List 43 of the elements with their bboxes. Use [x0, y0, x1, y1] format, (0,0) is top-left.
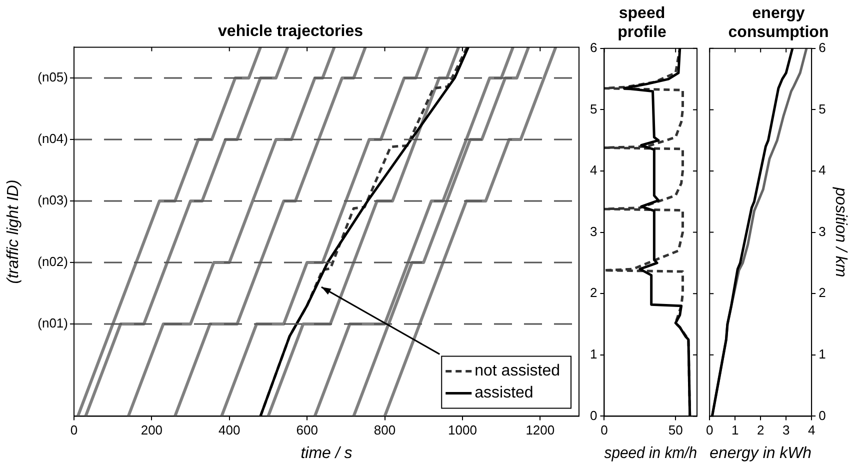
y2-axis-title: position / km [832, 186, 849, 278]
chart-title: vehicle trajectories [218, 23, 364, 40]
x-tick-label: 1200 [526, 422, 555, 438]
y-tick-label: 1 [590, 346, 598, 362]
x-tick-label: 400 [218, 422, 240, 438]
ref-line-label: (n02) [38, 254, 68, 270]
x-tick-label: 1000 [448, 422, 477, 438]
x-tick-label: 200 [140, 422, 163, 438]
y-tick-label: 6 [590, 40, 598, 55]
x-tick-label: 0 [706, 422, 714, 438]
legend-label: assisted [474, 384, 534, 402]
x-axis-title: energy in kWh [710, 444, 812, 462]
x-axis-title: time / s [300, 444, 352, 462]
x-tick-label: 2 [756, 422, 764, 438]
y-tick-label: 0 [590, 408, 598, 423]
chart-title: speed profile [618, 5, 667, 42]
y2-tick-label: 6 [818, 40, 826, 55]
y2-tick-label: 5 [818, 101, 826, 116]
y2-tick-label: 4 [818, 162, 826, 178]
x-tick-label: 800 [374, 422, 396, 438]
x-axis-title: speed in km/h [604, 444, 697, 462]
x-tick-label: 50 [668, 422, 683, 438]
ref-line-label: (n03) [38, 192, 68, 208]
x-tick-label: 1 [731, 422, 739, 438]
ref-line-label: (n05) [38, 70, 68, 85]
y2-tick-label: 2 [818, 285, 826, 300]
ref-line-label: (n04) [38, 131, 68, 146]
chart-title: energy consumption [728, 5, 829, 42]
y-tick-label: 4 [590, 162, 598, 178]
y-tick-label: 5 [590, 101, 598, 116]
legend-label: not assisted [474, 362, 560, 380]
ref-line-label: (n01) [38, 316, 68, 331]
y2-tick-label: 3 [818, 224, 826, 239]
y-tick-label: 3 [590, 224, 598, 239]
y-axis-title: (traffic light ID) [5, 180, 22, 284]
x-tick-label: 0 [600, 422, 608, 438]
y2-tick-label: 1 [818, 346, 826, 362]
x-tick-label: 3 [782, 422, 790, 438]
y-tick-label: 2 [590, 285, 598, 300]
x-tick-label: 0 [70, 422, 78, 438]
x-tick-label: 4 [808, 422, 816, 438]
x-tick-label: 600 [296, 422, 318, 438]
y2-tick-label: 0 [818, 408, 826, 423]
